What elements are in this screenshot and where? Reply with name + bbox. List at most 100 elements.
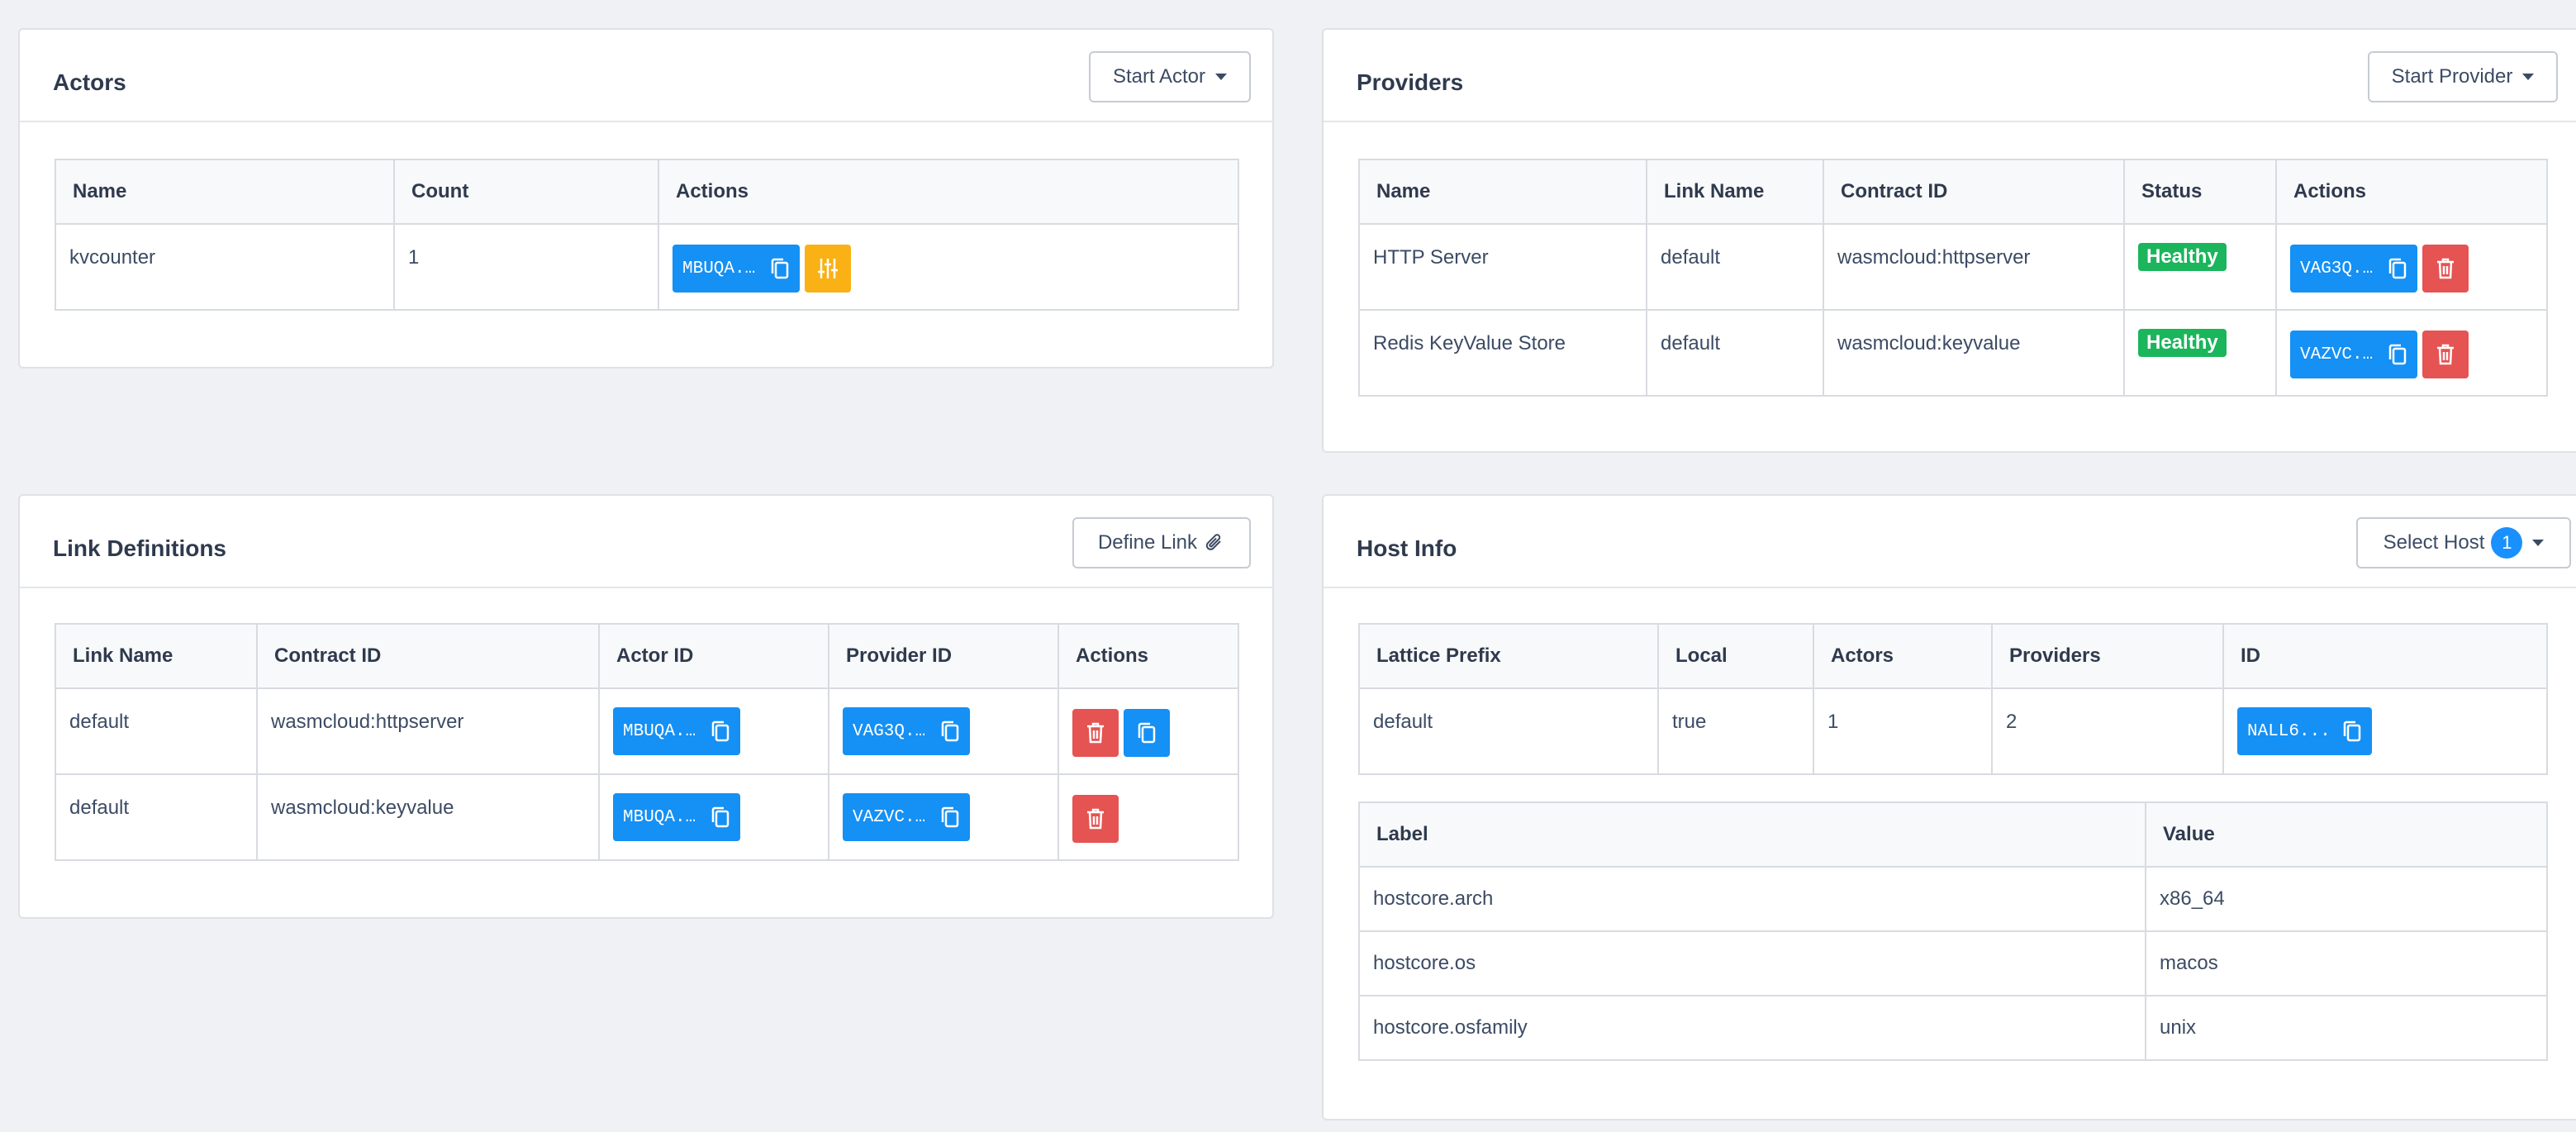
link-definitions-title: Link Definitions	[53, 535, 226, 561]
host-info-card: Host Info Select Host 1 Lattice Prefix L…	[1322, 494, 2576, 1120]
select-host-button[interactable]: Select Host 1	[2356, 517, 2571, 568]
column-header: Providers	[1991, 623, 2224, 689]
start-actor-label: Start Actor	[1112, 65, 1206, 88]
table-row: HTTP Server default wasmcloud:httpserver…	[1358, 223, 2548, 311]
copy-icon	[2388, 343, 2407, 366]
host-label-key: hostcore.arch	[1358, 866, 2146, 932]
delete-link-button[interactable]	[1072, 709, 1119, 757]
host-info-title: Host Info	[1357, 535, 1457, 561]
column-header: Local	[1657, 623, 1814, 689]
host-count-badge: 1	[2491, 527, 2523, 559]
provider-contract-id: wasmcloud:httpserver	[1823, 223, 2125, 311]
actors-table: Name Count Actions kvcounter 1 MBUQA...	[55, 159, 1239, 311]
trash-icon	[2436, 257, 2455, 280]
provider-id: VAZVC...	[2300, 345, 2376, 364]
link-actions-cell	[1057, 773, 1239, 861]
actor-id: MBUQA...	[623, 721, 699, 741]
trash-icon	[1086, 721, 1105, 744]
link-actor-cell: MBUQA...	[598, 773, 829, 861]
delete-provider-button[interactable]	[2422, 331, 2469, 378]
column-header: Count	[393, 159, 659, 225]
trash-icon	[2436, 343, 2455, 366]
column-header: ID	[2222, 623, 2548, 689]
table-row: kvcounter 1 MBUQA...	[55, 223, 1239, 311]
provider-contract-id: wasmcloud:keyvalue	[1823, 309, 2125, 397]
actors-title: Actors	[53, 69, 126, 95]
column-header: Name	[55, 159, 395, 225]
start-provider-label: Start Provider	[2391, 65, 2513, 88]
column-header: Link Name	[1646, 159, 1824, 225]
select-host-label: Select Host	[2383, 531, 2485, 554]
provider-link-name: default	[1646, 223, 1824, 311]
table-header-row: Name Link Name Contract ID Status Action…	[1358, 159, 2548, 225]
providers-card: Providers Start Provider Name Link Name …	[1322, 28, 2576, 453]
copy-icon	[770, 257, 790, 280]
caret-down-icon	[1215, 74, 1228, 80]
providers-table: Name Link Name Contract ID Status Action…	[1358, 159, 2548, 397]
column-header: Actions	[1057, 623, 1239, 689]
column-header: Actions	[2275, 159, 2548, 225]
column-header: Provider ID	[828, 623, 1059, 689]
providers-card-header: Providers Start Provider	[1324, 30, 2576, 122]
actors-card-header: Actors Start Actor	[20, 30, 1272, 122]
delete-provider-button[interactable]	[2422, 245, 2469, 293]
actor-actions-cell: MBUQA...	[658, 223, 1239, 311]
table-row: default true 1 2 NALL6...	[1358, 687, 2548, 775]
column-header: Status	[2123, 159, 2277, 225]
define-link-button[interactable]: Define Link	[1072, 517, 1251, 568]
paperclip-icon	[1204, 532, 1225, 554]
copy-actor-id-button[interactable]: MBUQA...	[673, 245, 800, 293]
column-header: Actions	[658, 159, 1239, 225]
provider-status-cell: Healthy	[2123, 223, 2277, 311]
copy-provider-id-button[interactable]: VAZVC...	[2290, 331, 2417, 378]
table-header-row: Label Value	[1358, 801, 2548, 868]
column-header: Name	[1358, 159, 1647, 225]
actor-count: 1	[393, 223, 659, 311]
host-labels-table: Label Value hostcore.arch x86_64 hostcor…	[1358, 801, 2548, 1061]
link-actions-cell	[1057, 687, 1239, 775]
link-provider-cell: VAZVC...	[828, 773, 1059, 861]
copy-provider-id-button[interactable]: VAG3Q...	[843, 707, 970, 755]
providers-title: Providers	[1357, 69, 1464, 95]
scale-actor-button[interactable]	[805, 245, 851, 293]
host-info-card-header: Host Info Select Host 1	[1324, 496, 2576, 588]
copy-actor-id-button[interactable]: MBUQA...	[613, 707, 740, 755]
provider-actions-cell: VAZVC...	[2275, 309, 2548, 397]
host-label-value: unix	[2145, 995, 2548, 1061]
provider-status-cell: Healthy	[2123, 309, 2277, 397]
trash-icon	[1086, 807, 1105, 830]
copy-icon	[2342, 720, 2362, 743]
lattice-prefix: default	[1358, 687, 1659, 775]
link-name: default	[55, 687, 258, 775]
delete-link-button[interactable]	[1072, 795, 1119, 843]
link-name: default	[55, 773, 258, 861]
column-header: Actor ID	[598, 623, 829, 689]
copy-host-id-button[interactable]: NALL6...	[2237, 707, 2372, 755]
host-summary-table: Lattice Prefix Local Actors Providers ID…	[1358, 623, 2548, 775]
start-actor-button[interactable]: Start Actor	[1089, 51, 1251, 102]
copy-provider-id-button[interactable]: VAG3Q...	[2290, 245, 2417, 293]
column-header: Actors	[1813, 623, 1993, 689]
host-label-key: hostcore.os	[1358, 930, 2146, 996]
copy-provider-id-button[interactable]: VAZVC...	[843, 793, 970, 841]
copy-actor-id-button[interactable]: MBUQA...	[613, 793, 740, 841]
link-provider-cell: VAG3Q...	[828, 687, 1059, 775]
actor-id: MBUQA...	[682, 259, 758, 278]
actor-name: kvcounter	[55, 223, 395, 311]
status-badge: Healthy	[2138, 243, 2227, 271]
table-row: hostcore.osfamily unix	[1358, 995, 2548, 1061]
status-badge: Healthy	[2138, 329, 2227, 357]
host-label-value: x86_64	[2145, 866, 2548, 932]
start-provider-button[interactable]: Start Provider	[2368, 51, 2558, 102]
column-header: Value	[2145, 801, 2548, 868]
copy-icon	[711, 720, 730, 743]
column-header: Contract ID	[256, 623, 600, 689]
caret-down-icon	[2532, 540, 2545, 546]
caret-down-icon	[2522, 74, 2535, 80]
provider-id: VAG3Q...	[2300, 259, 2376, 278]
copy-icon	[940, 806, 960, 829]
copy-link-button[interactable]	[1124, 709, 1170, 757]
host-local: true	[1657, 687, 1814, 775]
actor-id: MBUQA...	[623, 807, 699, 827]
host-label-key: hostcore.osfamily	[1358, 995, 2146, 1061]
